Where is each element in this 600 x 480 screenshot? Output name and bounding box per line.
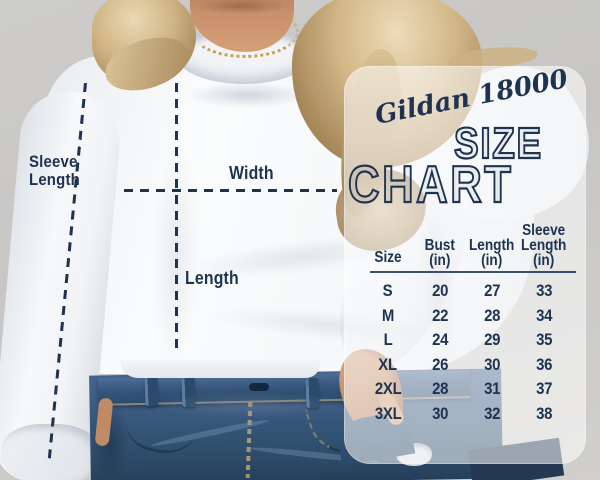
size-chart-row: M 22 28 34	[362, 304, 574, 329]
cell-sleeve: 38	[535, 403, 553, 423]
size-title: SIZE	[453, 119, 543, 168]
cell-sleeve: 37	[535, 379, 553, 399]
cell-bust: 30	[431, 403, 449, 423]
col-header-size: Size	[374, 250, 401, 268]
length-label: Length	[185, 268, 239, 288]
col-header-bust-label: Bust	[424, 237, 456, 254]
length-measure-line	[175, 83, 178, 351]
cell-bust: 26	[431, 354, 449, 374]
cell-length: 28	[483, 305, 501, 325]
cell-size: M	[381, 305, 395, 325]
col-header-bust-unit: (in)	[429, 252, 451, 269]
cell-size: S	[383, 281, 393, 301]
necklace	[191, 6, 299, 58]
collar-shadow	[185, 82, 310, 108]
sleeve-length-label-line1: Sleeve	[29, 152, 78, 171]
cell-bust: 20	[431, 281, 449, 301]
col-header-length-label: Length	[469, 237, 515, 254]
sweatshirt-hem	[120, 360, 320, 378]
col-header-length: Length (in)	[469, 237, 515, 269]
col-header-size-label: Size	[374, 249, 402, 266]
size-chart-row: 2XL 28 31 37	[362, 377, 574, 402]
col-header-length-unit: (in)	[481, 252, 503, 269]
size-chart-row: 3XL 30 32 38	[362, 402, 574, 427]
width-label: Width	[229, 163, 274, 183]
size-chart-row: XL 26 30 36	[362, 353, 574, 378]
chart-title: CHART	[347, 156, 514, 214]
size-chart-row: S 20 27 33	[362, 279, 574, 304]
cell-size: 2XL	[374, 379, 402, 399]
cell-size: L	[383, 330, 393, 350]
cell-length: 30	[483, 354, 501, 374]
cell-sleeve: 35	[535, 330, 553, 350]
col-header-sleeve-label2: Length	[521, 237, 567, 254]
col-header-bust: Bust (in)	[424, 237, 456, 269]
cell-sleeve: 34	[535, 305, 553, 325]
cell-size: XL	[378, 354, 398, 374]
cell-bust: 22	[431, 305, 449, 325]
col-header-sleeve: Sleeve Length (in)	[521, 222, 567, 269]
cell-length: 29	[483, 330, 501, 350]
cell-sleeve: 33	[535, 281, 553, 301]
col-header-sleeve-label1: Sleeve	[522, 222, 566, 239]
cell-bust: 24	[431, 330, 449, 350]
cell-bust: 28	[431, 379, 449, 399]
col-header-sleeve-unit: (in)	[533, 252, 555, 269]
cell-length: 31	[483, 379, 501, 399]
width-measure-line	[124, 189, 337, 192]
size-chart-row: L 24 29 35	[362, 328, 574, 353]
cell-sleeve: 36	[535, 354, 553, 374]
size-chart-rows: S 20 27 33 M 22 28 34 L 24 29 35 XL 26 3…	[362, 279, 574, 426]
sleeve-length-label: Sleeve Length	[29, 153, 80, 189]
hem-shadow	[150, 392, 350, 418]
cell-length: 27	[483, 281, 501, 301]
size-chart-panel	[344, 66, 586, 464]
jeans-button	[249, 383, 269, 391]
header-divider	[370, 271, 576, 273]
sleeve-length-label-line2: Length	[29, 170, 80, 189]
cell-length: 32	[483, 403, 501, 423]
size-chart-header: Size Bust (in) Length (in) Sleeve Length…	[362, 210, 574, 269]
cell-size: 3XL	[374, 403, 402, 423]
